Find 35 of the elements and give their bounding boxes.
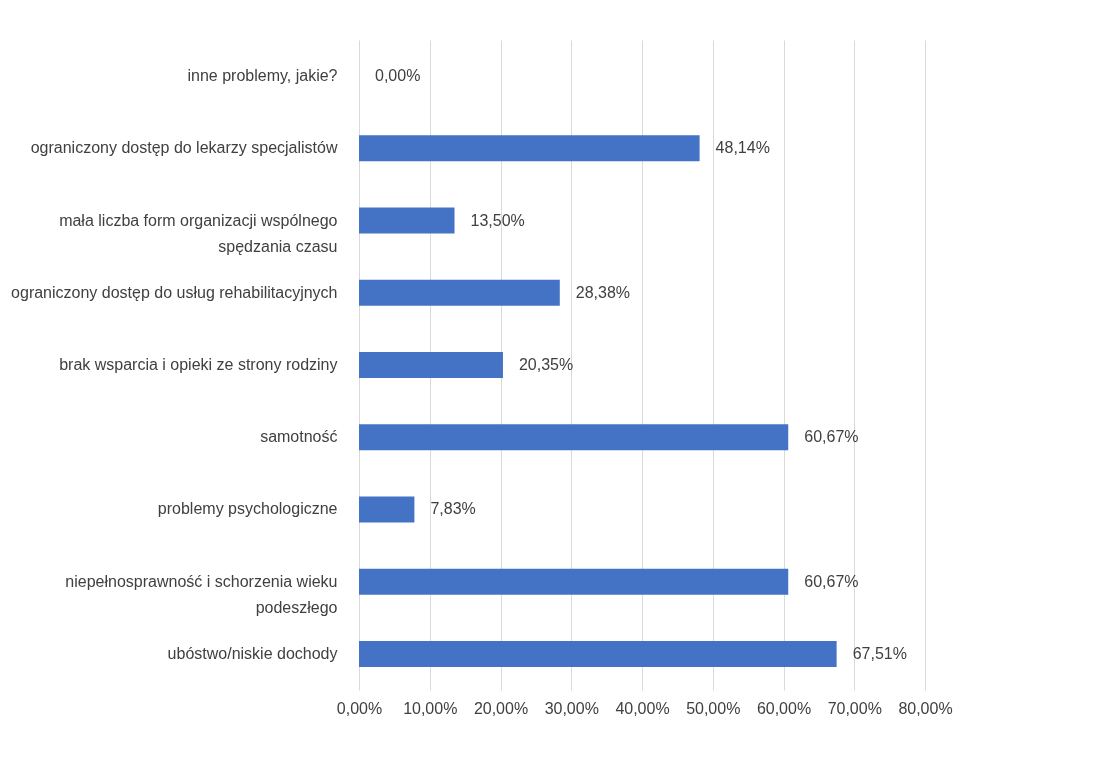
bar — [359, 640, 837, 667]
y-tick-label: ograniczony dostęp do usług rehabilitacyjnych — [11, 283, 338, 301]
y-tick-label: brak wsparcia i opieki ze strony rodziny — [59, 356, 338, 373]
x-tick-label: 30,00% — [544, 699, 599, 717]
y-tick-label: ubóstwo/niskie dochody — [167, 644, 338, 662]
x-tick-label: 0,00% — [336, 699, 383, 717]
bar — [359, 496, 415, 523]
data-label: 48,14% — [715, 139, 770, 157]
bar — [359, 424, 789, 451]
x-tick-label: 10,00% — [403, 699, 458, 717]
y-tick-label: niepełnosprawność i schorzenia wieku podeszłego — [65, 572, 338, 616]
bar — [359, 352, 503, 378]
x-tick-label: 80,00% — [898, 699, 953, 717]
y-tick-label: inne problemy, jakie? — [187, 67, 338, 85]
y-tick-label: problemy psychologiczne — [157, 500, 338, 518]
bar — [359, 135, 700, 162]
x-tick-label: 70,00% — [827, 699, 882, 717]
data-label: 28,38% — [575, 283, 631, 301]
x-tick-label: 50,00% — [686, 699, 741, 717]
data-label: 60,67% — [804, 428, 859, 446]
data-label: 67,51% — [852, 644, 907, 662]
data-label: 60,67% — [804, 572, 859, 590]
x-tick-label: 60,00% — [756, 699, 812, 717]
data-label: 20,35% — [518, 356, 574, 373]
data-label: 0,00% — [375, 67, 421, 85]
y-tick-label: ograniczony dostęp do lekarzy specjalistów — [30, 139, 338, 157]
x-tick-label: 20,00% — [473, 699, 529, 717]
x-tick-label: 40,00% — [615, 699, 670, 717]
y-tick-label: samotność — [260, 428, 338, 446]
data-label: 7,83% — [430, 500, 476, 518]
bar — [359, 568, 789, 595]
y-tick-label: mała liczba form organizacji wspólnego spędzania czasu — [59, 211, 338, 255]
bar — [359, 207, 455, 234]
bar — [359, 279, 560, 306]
data-label: 13,50% — [470, 211, 525, 229]
